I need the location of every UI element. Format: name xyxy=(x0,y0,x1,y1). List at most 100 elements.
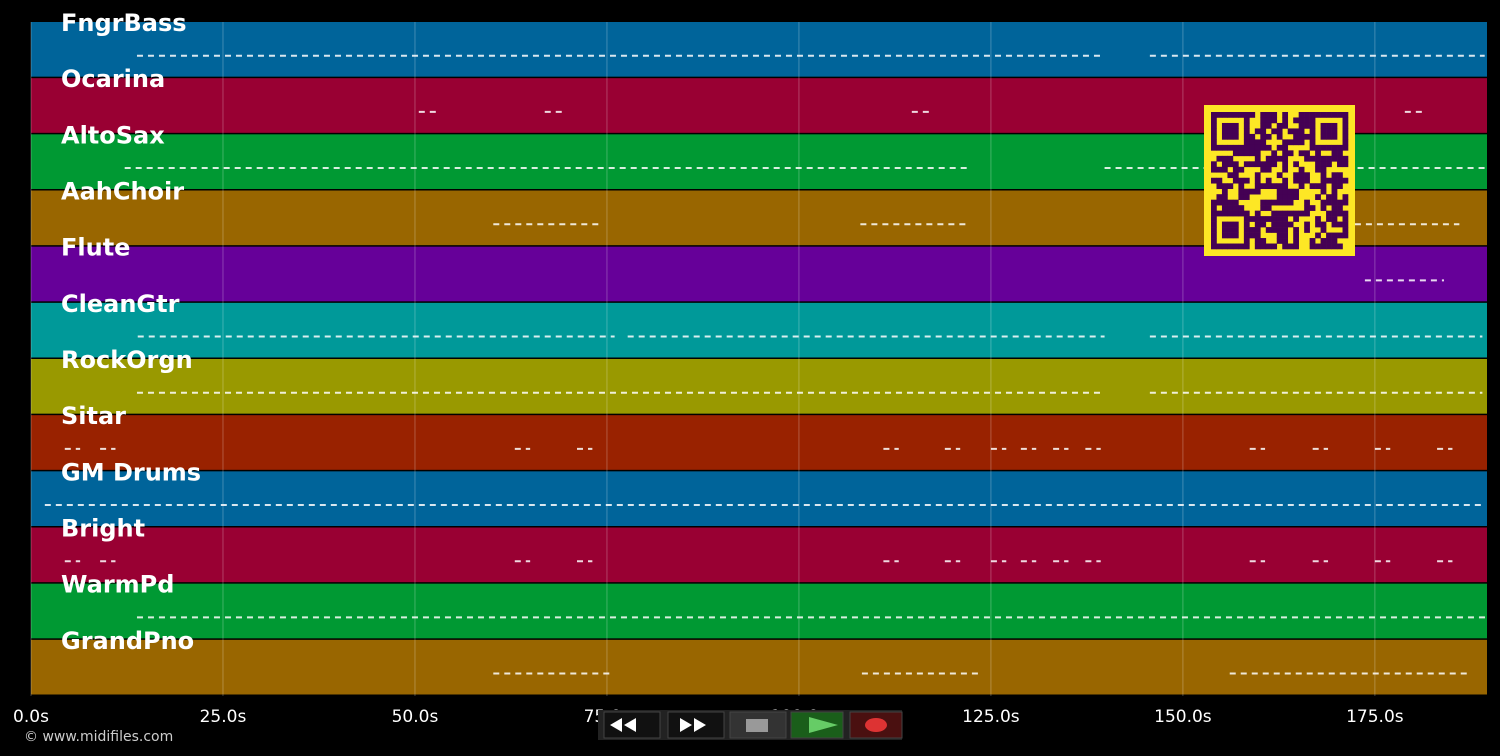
qr-module xyxy=(1326,122,1332,129)
qr-module xyxy=(1320,238,1327,244)
qr-module xyxy=(1320,161,1327,168)
track-row xyxy=(31,639,1487,695)
qr-module xyxy=(1276,227,1283,233)
qr-module xyxy=(1260,122,1267,129)
track-row xyxy=(31,527,1487,583)
qr-module xyxy=(1227,205,1234,211)
qr-module xyxy=(1211,238,1217,244)
qr-module xyxy=(1216,199,1223,206)
qr-module xyxy=(1331,128,1338,135)
qr-module xyxy=(1337,205,1343,211)
qr-module xyxy=(1249,144,1256,151)
qr-module xyxy=(1276,194,1283,200)
qr-module xyxy=(1282,144,1289,151)
qr-module xyxy=(1243,243,1250,250)
qr-module xyxy=(1211,177,1217,184)
qr-module xyxy=(1282,161,1289,168)
qr-module xyxy=(1315,183,1321,190)
qr-module xyxy=(1320,221,1327,228)
qr-module xyxy=(1249,232,1256,239)
qr-module xyxy=(1221,161,1228,168)
qr-module xyxy=(1260,144,1267,151)
qr-module xyxy=(1331,112,1338,118)
qr-module xyxy=(1232,172,1239,179)
qr-module xyxy=(1254,188,1261,195)
play-button[interactable] xyxy=(790,711,844,739)
qr-module xyxy=(1249,161,1256,168)
qr-module xyxy=(1254,216,1261,222)
qr-module xyxy=(1293,238,1299,244)
qr-module xyxy=(1342,216,1349,222)
qr-module xyxy=(1287,188,1294,195)
qr-module xyxy=(1304,172,1310,179)
qr-module xyxy=(1309,155,1316,162)
qr-module xyxy=(1249,188,1256,195)
qr-module xyxy=(1216,166,1223,173)
qr-module xyxy=(1238,166,1245,173)
qr-module xyxy=(1271,112,1278,118)
qr-module xyxy=(1293,133,1299,140)
qr-module xyxy=(1326,144,1332,151)
qr-module xyxy=(1331,210,1338,217)
qr-module xyxy=(1304,150,1310,157)
qr-module xyxy=(1331,144,1338,151)
qr-module xyxy=(1320,183,1327,190)
qr-module xyxy=(1331,243,1338,250)
qr-module xyxy=(1315,150,1321,157)
record-button[interactable] xyxy=(849,711,903,739)
qr-module xyxy=(1276,238,1283,244)
qr-module xyxy=(1287,210,1294,217)
qr-module xyxy=(1315,194,1321,200)
qr-module xyxy=(1282,221,1289,228)
qr-module xyxy=(1221,166,1228,173)
qr-module xyxy=(1254,128,1261,135)
qr-module xyxy=(1326,177,1332,184)
qr-module xyxy=(1254,227,1261,233)
qr-module xyxy=(1221,155,1228,162)
qr-module xyxy=(1265,177,1272,184)
grid xyxy=(30,22,1376,696)
qr-module xyxy=(1342,155,1349,162)
track-name: WarmPd xyxy=(61,571,174,599)
qr-module xyxy=(1260,205,1267,211)
qr-module xyxy=(1282,243,1289,250)
qr-module xyxy=(1265,205,1272,211)
track-name: Flute xyxy=(61,234,130,262)
qr-module xyxy=(1232,210,1239,217)
qr-module xyxy=(1320,133,1327,140)
qr-code xyxy=(1204,105,1355,256)
stop-button[interactable] xyxy=(729,711,787,739)
qr-module xyxy=(1315,166,1321,173)
qr-module xyxy=(1337,112,1343,118)
qr-module xyxy=(1227,210,1234,217)
qr-module xyxy=(1238,112,1245,118)
qr-module xyxy=(1320,166,1327,173)
qr-module xyxy=(1293,161,1299,168)
qr-module xyxy=(1309,122,1316,129)
qr-module xyxy=(1331,122,1338,129)
track-row xyxy=(31,359,1487,414)
qr-module xyxy=(1337,232,1343,239)
qr-module xyxy=(1342,199,1349,206)
qr-module xyxy=(1221,205,1228,211)
qr-module xyxy=(1276,155,1283,162)
qr-module xyxy=(1254,155,1261,162)
qr-module xyxy=(1298,166,1305,173)
qr-module xyxy=(1298,183,1305,190)
qr-module xyxy=(1331,188,1338,195)
qr-module xyxy=(1211,205,1217,211)
track-name: RockOrgn xyxy=(61,346,193,374)
qr-module xyxy=(1265,243,1272,250)
track-name: CleanGtr xyxy=(61,290,180,318)
rewind-button[interactable] xyxy=(603,711,661,739)
fast-forward-button[interactable] xyxy=(667,711,725,739)
qr-module xyxy=(1254,177,1261,184)
qr-module xyxy=(1227,122,1234,129)
qr-module xyxy=(1326,133,1332,140)
qr-module xyxy=(1337,177,1343,184)
qr-module xyxy=(1221,199,1228,206)
qr-module xyxy=(1265,227,1272,233)
qr-module xyxy=(1304,133,1310,140)
qr-module xyxy=(1238,150,1245,157)
qr-module xyxy=(1315,144,1321,151)
